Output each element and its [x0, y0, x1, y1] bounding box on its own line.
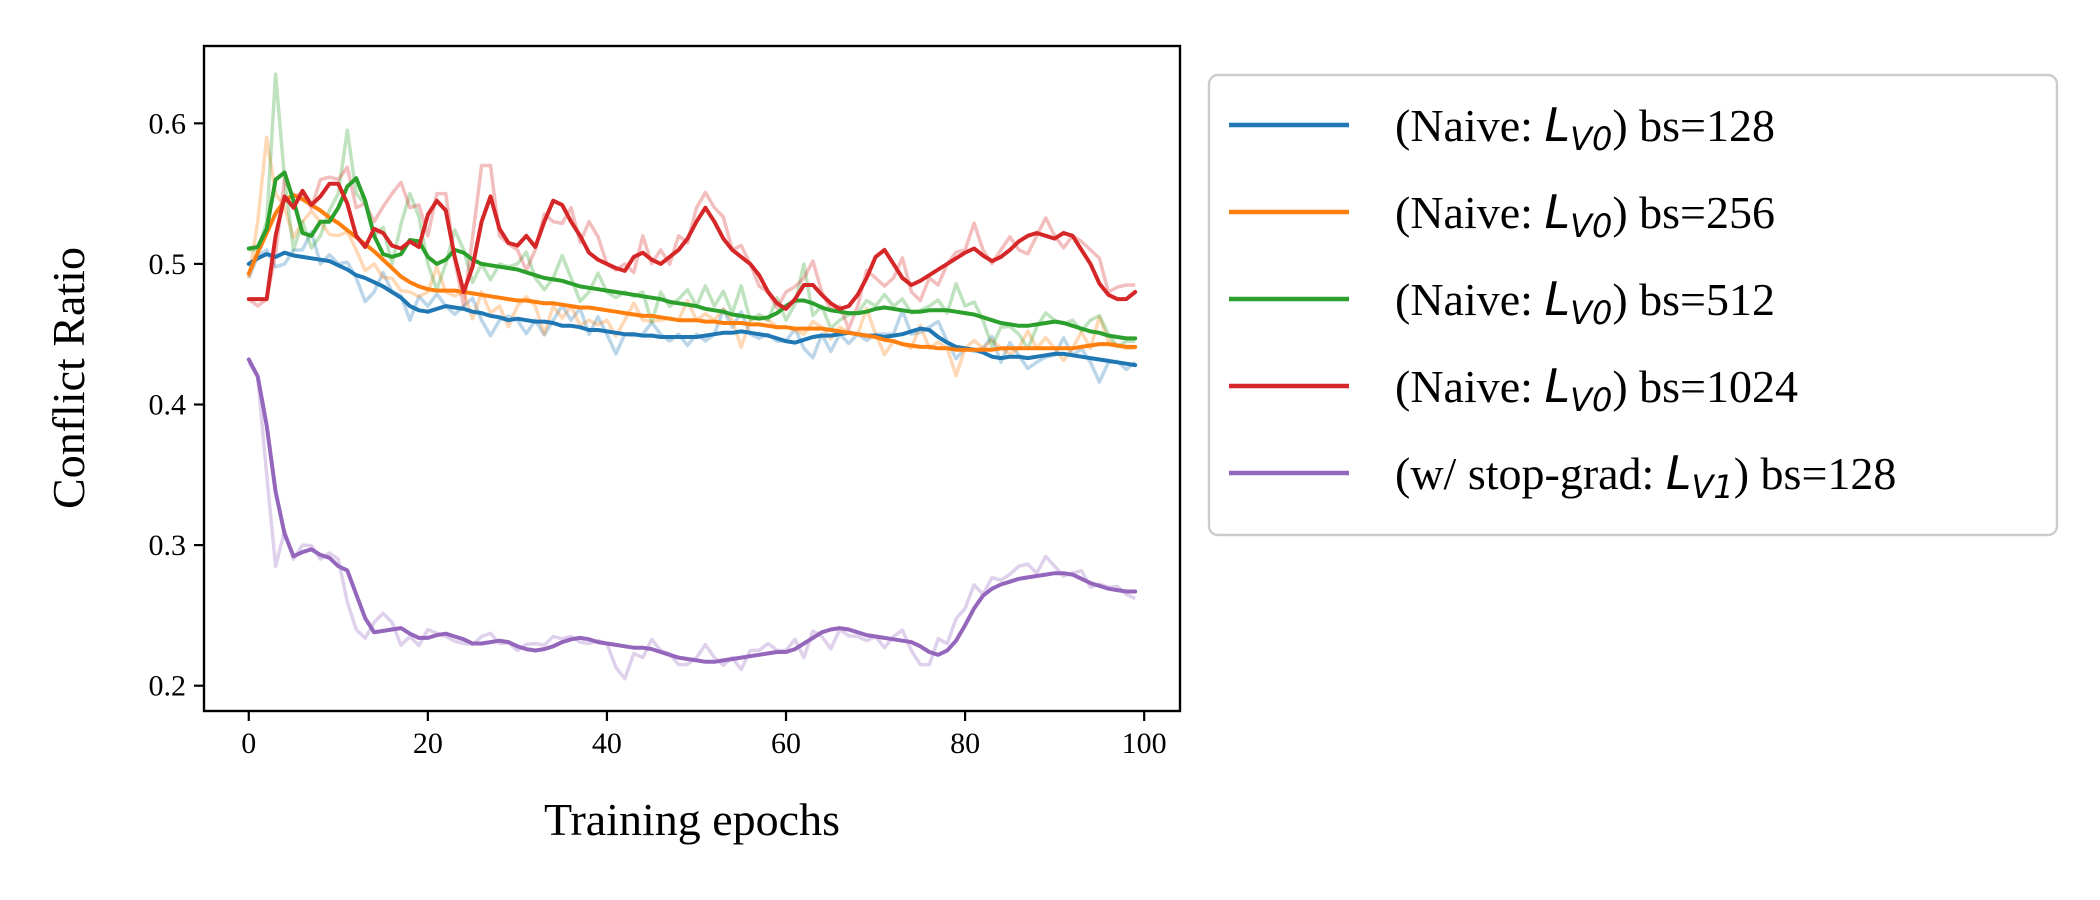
legend-label: (Naive: LV0) bs=512 [1395, 272, 1775, 332]
x-tick-label: 20 [413, 727, 443, 760]
legend-label: (Naive: LV0) bs=128 [1395, 98, 1775, 158]
legend-label: (Naive: LV0) bs=1024 [1395, 359, 1798, 419]
x-tick-label: 0 [241, 727, 256, 760]
raw-series-line-2 [248, 72, 1136, 351]
y-tick-label: 0.2 [149, 670, 187, 703]
x-tick-label: 80 [950, 727, 980, 760]
plot-lines [246, 72, 1138, 681]
smoothed-series-line-0 [246, 250, 1138, 368]
x-axis-label: Training epochs [544, 794, 840, 845]
x-axis-ticks: 0 20 40 60 80 100 [241, 711, 1167, 760]
y-axis-label: Conflict Ratio [43, 247, 94, 509]
smoothed-series-line-3 [246, 181, 1138, 311]
legend-label: (w/ stop-grad: LV1) bs=128 [1395, 446, 1896, 506]
y-tick-label: 0.4 [149, 389, 187, 422]
x-tick-label: 60 [771, 727, 801, 760]
y-tick-label: 0.5 [149, 248, 187, 281]
legend-label: (Naive: LV0) bs=256 [1395, 185, 1775, 245]
x-tick-label: 40 [592, 727, 622, 760]
raw-series-line-1 [247, 135, 1136, 378]
smoothed-series-line-2 [246, 170, 1138, 341]
y-tick-label: 0.3 [149, 529, 187, 562]
y-tick-label: 0.6 [149, 107, 187, 140]
plot-frame [202, 44, 1182, 713]
x-tick-label: 100 [1122, 727, 1167, 760]
smoothed-series-line-1 [246, 193, 1138, 352]
legend: (Naive: LV0) bs=128 (Naive: LV0) bs=256 (N… [1207, 73, 2059, 537]
y-axis-ticks: 0.2 0.3 0.4 0.5 0.6 [149, 107, 204, 703]
smoothed-series-line-4 [246, 357, 1138, 664]
legend-frame [1207, 73, 2059, 537]
